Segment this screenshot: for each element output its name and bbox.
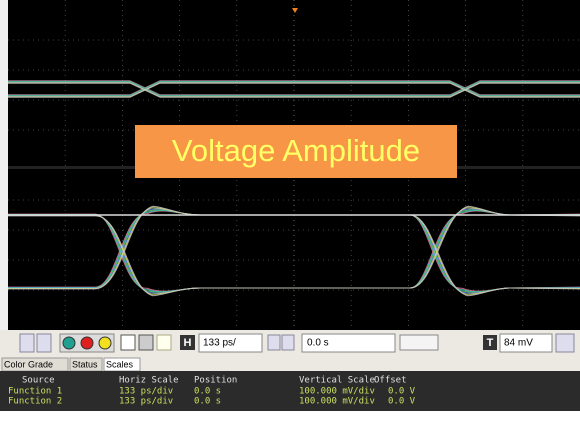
table-cell: 100.000 mV/div xyxy=(299,387,375,397)
table-cell: 133 ps/div xyxy=(119,387,173,397)
table-header: Vertical Scale xyxy=(299,376,375,386)
step-buttons[interactable] xyxy=(400,335,438,350)
tool-button[interactable] xyxy=(139,335,153,350)
color-button[interactable] xyxy=(63,337,75,349)
scope-window: Voltage Amplitude H 133 ps/ 0.0 s T 84 m… xyxy=(0,0,580,425)
tab-label: Status xyxy=(72,359,98,369)
delay-value: 0.0 s xyxy=(307,338,329,349)
table-cell: 0.0 V xyxy=(388,397,416,407)
table-cell: 0.0 s xyxy=(194,387,221,397)
color-button[interactable] xyxy=(99,337,111,349)
table-header: Position xyxy=(194,376,237,386)
timebase-value: 133 ps/ xyxy=(203,338,236,349)
table-header: Source xyxy=(22,376,55,386)
h-icon-label: H xyxy=(184,337,192,349)
table-cell: 133 ps/div xyxy=(119,397,173,407)
scales-panel xyxy=(0,371,580,411)
tabs: Color Grade Status Scales xyxy=(2,358,140,371)
table-cell: 100.000 mV/div xyxy=(299,397,375,407)
tab-label: Color Grade xyxy=(4,359,53,369)
table-cell: 0.0 V xyxy=(388,387,416,397)
spin-button[interactable] xyxy=(20,334,34,352)
wave-button[interactable] xyxy=(282,335,294,350)
tool-button[interactable] xyxy=(157,335,171,350)
spin-button[interactable] xyxy=(37,334,51,352)
table-header: Horiz Scale xyxy=(119,376,179,386)
spin-button[interactable] xyxy=(556,334,574,352)
tab-label: Scales xyxy=(106,359,134,369)
table-header: Offset xyxy=(374,376,407,386)
overlay-label: Voltage Amplitude xyxy=(172,133,420,168)
t-icon-label: T xyxy=(487,337,494,349)
color-button[interactable] xyxy=(81,337,93,349)
table-cell: Function 1 xyxy=(8,387,62,397)
trigger-value: 84 mV xyxy=(504,338,533,349)
table-cell: 0.0 s xyxy=(194,397,221,407)
tool-button[interactable] xyxy=(121,335,135,350)
table-cell: Function 2 xyxy=(8,397,62,407)
wave-button[interactable] xyxy=(268,335,280,350)
